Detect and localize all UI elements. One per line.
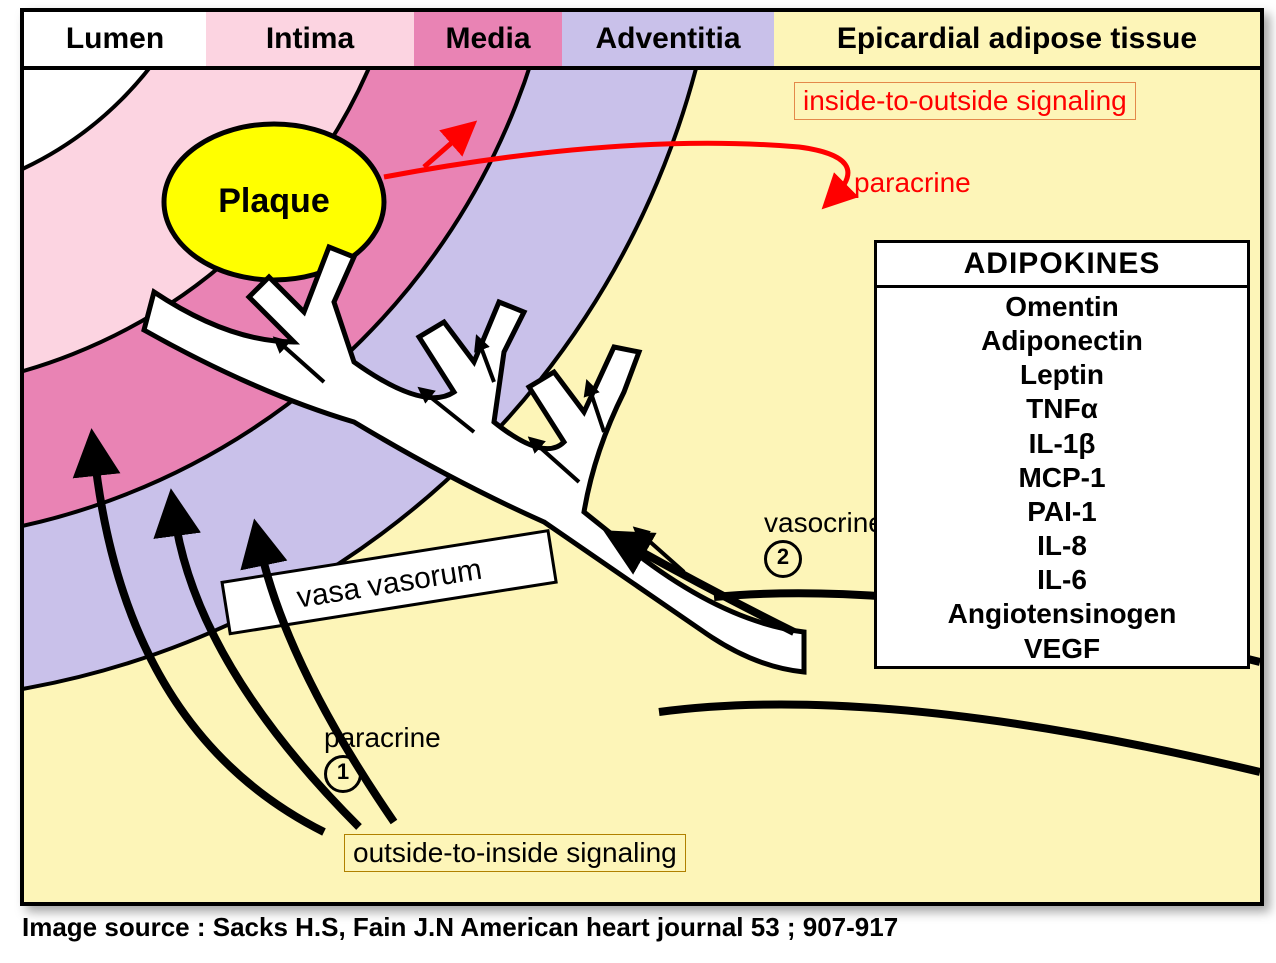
adipokines-box: ADIPOKINES OmentinAdiponectinLeptinTNFαI…: [874, 240, 1250, 669]
adipokine-item: IL-6: [877, 563, 1247, 597]
adipokine-item: MCP-1: [877, 461, 1247, 495]
adipokine-item: IL-8: [877, 529, 1247, 563]
page: Plaque vasa vasorum: [0, 0, 1276, 963]
outside-in-label: outside-to-inside signaling: [344, 834, 686, 872]
adipokines-title: ADIPOKINES: [877, 247, 1247, 288]
header-media: Media: [414, 12, 566, 70]
adipokine-item: TNFα: [877, 392, 1247, 426]
paracrine-1-label: paracrine 1: [324, 722, 441, 793]
paracrine-1-number: 1: [324, 755, 362, 793]
adipokine-item: IL-1β: [877, 427, 1247, 461]
header-adipose: Epicardial adipose tissue: [774, 12, 1260, 70]
inside-out-label: inside-to-outside signaling: [794, 82, 1136, 120]
header-lumen: Lumen: [24, 12, 210, 70]
paracrine-red-label: paracrine: [854, 167, 971, 199]
diagram-frame: Plaque vasa vasorum: [20, 8, 1264, 906]
vasocrine-2-number: 2: [764, 540, 802, 578]
adipokines-list: OmentinAdiponectinLeptinTNFαIL-1βMCP-1PA…: [877, 290, 1247, 666]
header-intima: Intima: [206, 12, 418, 70]
vasocrine-2-label: vasocrine 2: [764, 507, 884, 578]
header-adventitia: Adventitia: [562, 12, 778, 70]
adipokine-item: PAI-1: [877, 495, 1247, 529]
adipokine-item: Angiotensinogen: [877, 597, 1247, 631]
adipokine-item: Leptin: [877, 358, 1247, 392]
plaque-label: Plaque: [218, 182, 329, 220]
adipokine-item: Omentin: [877, 290, 1247, 324]
image-source-caption: Image source : Sacks H.S, Fain J.N Ameri…: [22, 912, 898, 943]
adipokine-item: VEGF: [877, 632, 1247, 666]
adipokine-item: Adiponectin: [877, 324, 1247, 358]
